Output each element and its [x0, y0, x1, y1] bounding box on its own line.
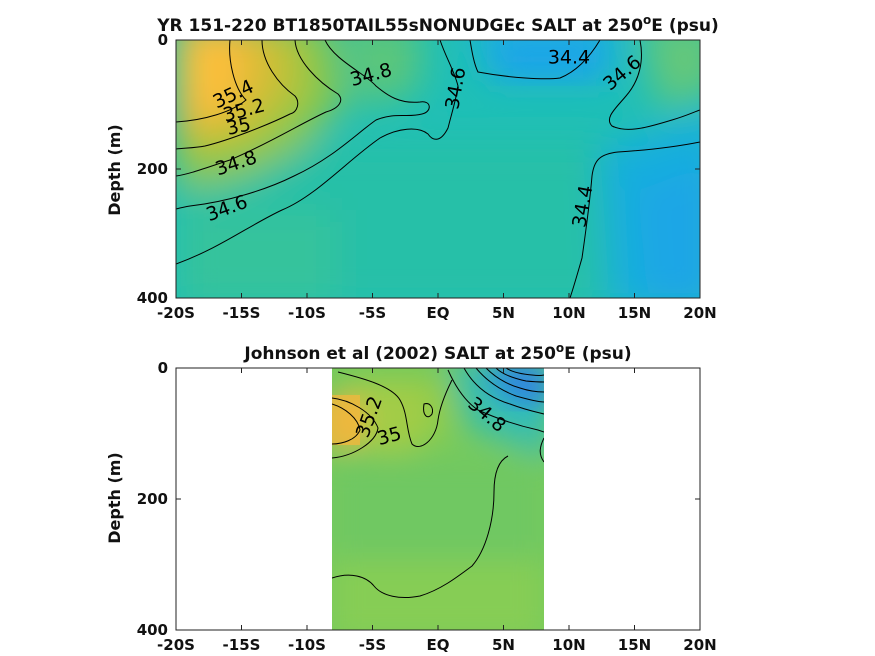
- x-tick-label: 20N: [683, 636, 716, 654]
- x-tick-label: 5N: [492, 636, 515, 654]
- y-tick-label: 0: [158, 359, 168, 377]
- contour-35.4-obs: [332, 403, 361, 445]
- contour-35.4: [176, 40, 247, 123]
- contour-35-obs: [337, 371, 453, 447]
- y-tick-label: 200: [137, 490, 168, 508]
- panel-obs-yticks: 0 200 400: [137, 359, 700, 639]
- x-tick-label: -10S: [288, 636, 326, 654]
- x-tick-label: -10S: [288, 304, 326, 322]
- x-tick-label: -15S: [223, 636, 261, 654]
- x-tick-label: -15S: [223, 304, 261, 322]
- x-tick-label: 15N: [618, 636, 651, 654]
- contour-34.6a: [176, 40, 459, 265]
- contour-34.6-obs: [463, 368, 544, 415]
- x-tick-label: -5S: [359, 636, 386, 654]
- contour-34.2-obs: [485, 368, 544, 393]
- contour-34.0-obs: [495, 368, 544, 383]
- panel-obs-contours: [332, 368, 544, 599]
- contour-34.8-obs: [447, 369, 544, 433]
- panel-obs-colorfield: [332, 368, 544, 630]
- panel-obs-xticks: -20S -15S -10S -5S EQ 5N 10N 15N 20N: [157, 368, 717, 654]
- contour-34.4b: [569, 141, 700, 298]
- panel-model-xticks: -20S -15S -10S -5S EQ 5N 10N 15N 20N: [157, 40, 717, 322]
- y-tick-label: 0: [158, 31, 168, 49]
- contour-label: 35: [225, 113, 253, 140]
- contour-35.2-obs: [332, 397, 379, 459]
- panel-obs: Johnson et al (2002) SALT at 250oE (psu): [105, 341, 717, 654]
- panel-model-yticks: 0 200 400: [137, 31, 700, 307]
- contour-34.4a: [469, 40, 601, 80]
- contour-34.4-obs: [475, 368, 544, 403]
- y-tick-label: 400: [137, 289, 168, 307]
- contour-34.6b: [608, 40, 700, 130]
- y-tick-label: 200: [137, 160, 168, 178]
- contour-35.2: [176, 40, 299, 150]
- contour-34.8-tail: [539, 437, 544, 463]
- x-tick-label: 10N: [552, 304, 585, 322]
- contour-35-small: [423, 403, 433, 418]
- contour-34.8a: [176, 40, 430, 210]
- contour-35: [176, 40, 342, 177]
- x-tick-label: 10N: [552, 636, 585, 654]
- panel-model: YR 151-220 BT1850TAIL55sNONUDGEc SALT at…: [105, 13, 719, 322]
- x-tick-label: -20S: [157, 304, 195, 322]
- x-tick-label: -20S: [157, 636, 195, 654]
- x-tick-label: EQ: [427, 636, 450, 654]
- panel-model-title: YR 151-220 BT1850TAIL55sNONUDGEc SALT at…: [156, 13, 719, 36]
- x-tick-label: -5S: [359, 304, 386, 322]
- x-tick-label: 20N: [683, 304, 716, 322]
- panel-model-contours: [176, 40, 700, 298]
- x-tick-label: 15N: [618, 304, 651, 322]
- panel-obs-ylabel: Depth (m): [105, 452, 124, 544]
- panel-model-colorfield: [176, 40, 700, 298]
- panel-obs-title: Johnson et al (2002) SALT at 250oE (psu): [243, 341, 631, 364]
- contour-35-deep: [332, 455, 509, 599]
- contour-label: 34.4: [548, 47, 590, 69]
- x-tick-label: 5N: [492, 304, 515, 322]
- contour-33.8-obs: [505, 368, 544, 376]
- y-tick-label: 400: [137, 621, 168, 639]
- panel-model-ylabel: Depth (m): [105, 124, 124, 216]
- x-tick-label: EQ: [427, 304, 450, 322]
